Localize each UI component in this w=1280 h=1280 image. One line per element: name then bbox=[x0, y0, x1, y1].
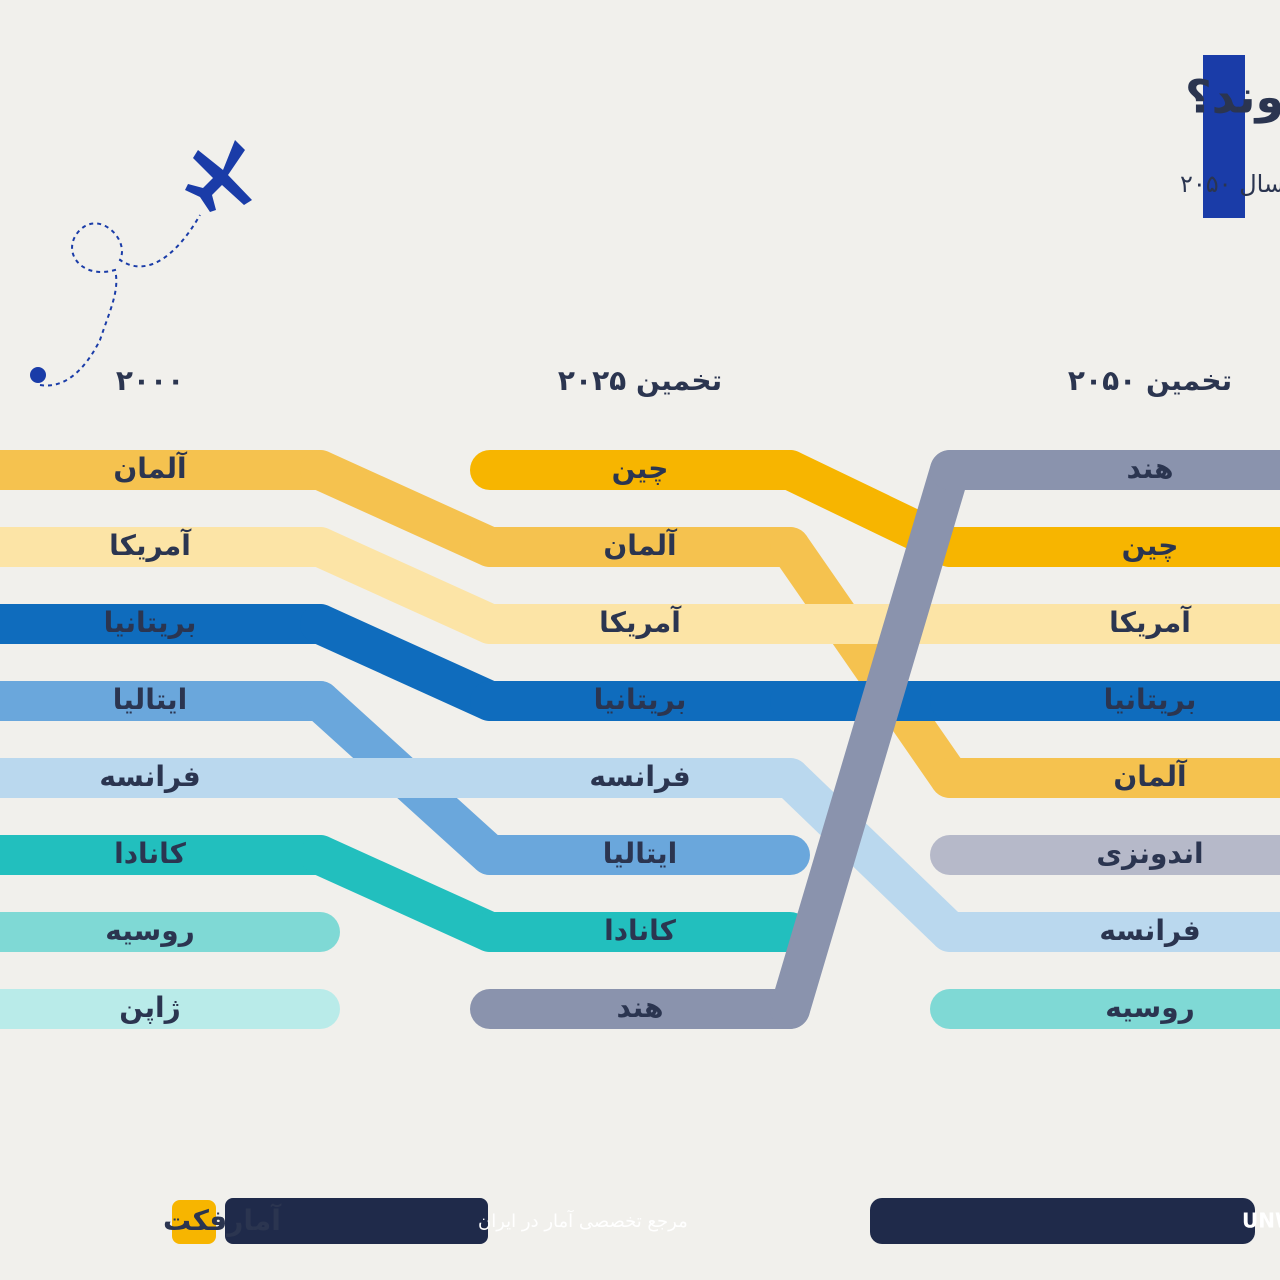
country-label: آلمان bbox=[603, 528, 678, 562]
country-label: اندونزی bbox=[1096, 837, 1203, 870]
tagline-box bbox=[225, 1198, 488, 1244]
column-header: تخمین ۲۰۲۵ bbox=[558, 364, 722, 397]
country-label: ژاپن bbox=[119, 991, 180, 1024]
country-label: چین bbox=[1122, 529, 1179, 562]
country-label: آلمان bbox=[1113, 759, 1188, 793]
country-label: روسیه bbox=[1105, 991, 1194, 1024]
labels: آلمان آلمان آلمان آمریکا آمریکا آمریکا بریتانی… bbox=[99, 451, 1203, 1024]
country-label: هند bbox=[1126, 452, 1173, 485]
connector bbox=[770, 758, 970, 952]
series bbox=[0, 604, 1280, 721]
series bbox=[0, 912, 1280, 1029]
logo-icon bbox=[172, 1200, 216, 1244]
country-label: کانادا bbox=[604, 914, 677, 947]
country-label: آمریکا bbox=[109, 528, 192, 562]
country-label: روسیه bbox=[105, 914, 194, 947]
country-label: آمریکا bbox=[599, 605, 682, 639]
series bbox=[470, 450, 1280, 1029]
tagline: مرجع تخصصی آمار در ایران bbox=[478, 1209, 688, 1232]
country-label: فرانسه bbox=[99, 760, 200, 793]
chart-subtitle: پیش‌بینی تعداد سفرهای خارجی کشورهای برتر… bbox=[1180, 170, 1280, 198]
country-label: آمریکا bbox=[1109, 605, 1192, 639]
bump-chart: ۲۰۰۰ تخمین ۲۰۲۵ تخمین ۲۰۵۰آلمانآلمانآلمانآ… bbox=[0, 364, 1280, 1029]
connector bbox=[770, 450, 970, 1029]
series bbox=[0, 450, 1280, 798]
country-label: بریتانیا bbox=[1104, 683, 1197, 716]
lines bbox=[0, 450, 1280, 1029]
connector bbox=[300, 527, 510, 644]
series bbox=[0, 758, 1280, 952]
country-label: فرانسه bbox=[589, 760, 690, 793]
country-label: ایتالیا bbox=[113, 683, 188, 716]
series bbox=[0, 527, 1280, 644]
connector bbox=[300, 835, 510, 952]
connector bbox=[300, 604, 510, 721]
column-header: ۲۰۰۰ bbox=[116, 364, 184, 397]
connector bbox=[770, 527, 970, 798]
country-label: فرانسه bbox=[1099, 914, 1200, 947]
country-label: هند bbox=[616, 991, 663, 1024]
country-label: کانادا bbox=[114, 837, 187, 870]
source: منبع: UNWTO, Alvarez & Marsal bbox=[1242, 1209, 1280, 1233]
country-label: آلمان bbox=[113, 451, 188, 485]
country-label: ایتالیا bbox=[603, 837, 678, 870]
country-label: بریتانیا bbox=[104, 606, 197, 639]
series bbox=[0, 835, 810, 952]
plane-decoration bbox=[30, 140, 252, 387]
title-accent bbox=[1203, 55, 1245, 218]
column-header: تخمین ۲۰۵۰ bbox=[1068, 364, 1232, 397]
country-label: چین bbox=[612, 452, 669, 485]
brand: آمارفکت bbox=[163, 1203, 282, 1237]
country-label: بریتانیا bbox=[594, 683, 687, 716]
chart-title: کدام کشورها بیشتر به سفر خارجی می‌روند؟ bbox=[1185, 70, 1280, 124]
connector bbox=[300, 450, 510, 567]
source-box bbox=[870, 1198, 1255, 1244]
